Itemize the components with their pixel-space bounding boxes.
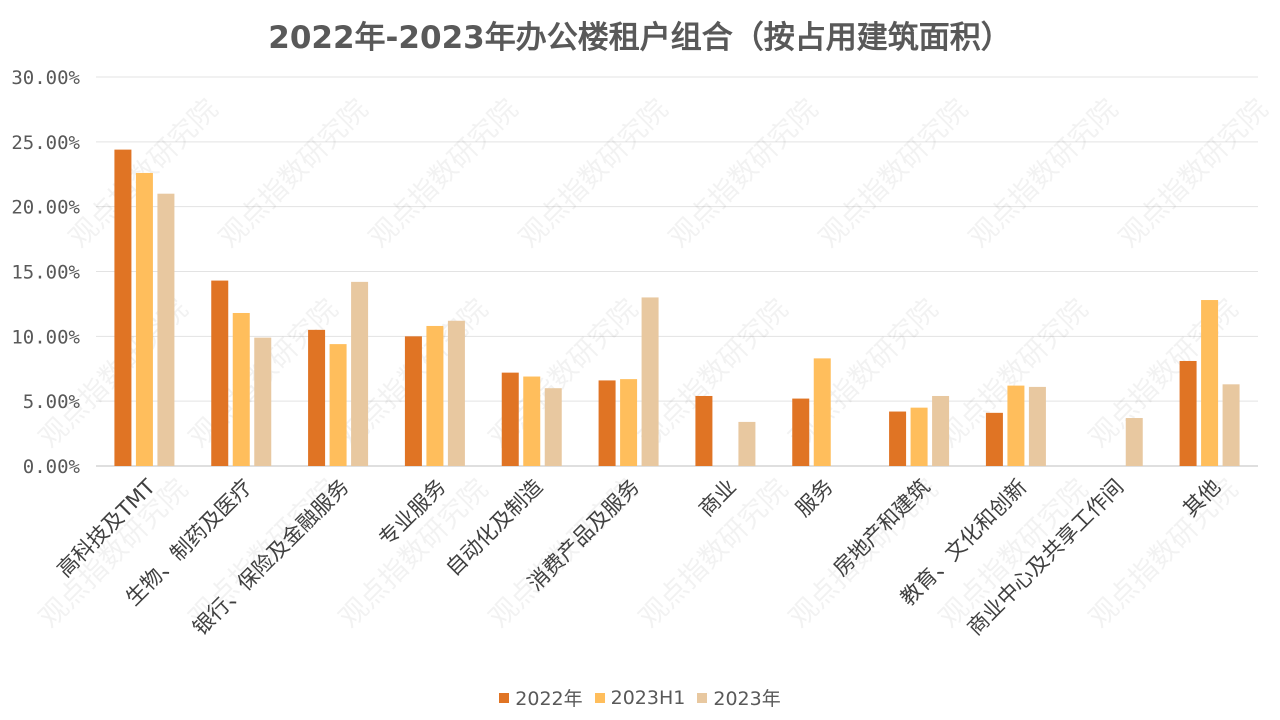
legend-swatch: [499, 692, 510, 703]
bar: [426, 325, 444, 466]
y-tick-label: 30.00%: [11, 67, 80, 89]
legend-swatch: [697, 692, 708, 703]
bar: [1179, 360, 1197, 466]
bar: [447, 320, 465, 466]
bar: [308, 329, 326, 466]
legend-item: 2023H1: [594, 686, 686, 709]
bar: [114, 149, 132, 466]
x-tick-label: 房地产和建筑: [829, 475, 935, 581]
legend-label: 2023H1: [610, 686, 686, 709]
bar: [157, 193, 175, 466]
bar: [620, 379, 638, 466]
y-tick-label: 15.00%: [11, 262, 80, 284]
watermark-text: 观点指数研究院: [1112, 92, 1274, 254]
watermark-text: 观点指数研究院: [212, 92, 374, 254]
y-tick-label: 25.00%: [11, 132, 80, 154]
legend-swatch: [594, 692, 605, 703]
bar: [910, 407, 928, 466]
bar: [135, 172, 153, 466]
bar: [523, 376, 541, 466]
watermark-text: 观点指数研究院: [812, 92, 974, 254]
bar: [544, 388, 562, 466]
bar: [889, 411, 907, 466]
watermark-text: 观点指数研究院: [512, 92, 674, 254]
bar: [232, 312, 250, 466]
bar: [985, 412, 1003, 466]
bar: [695, 395, 713, 466]
bar: [738, 421, 756, 466]
bar: [329, 344, 347, 466]
legend-item: 2023年: [697, 684, 781, 711]
bar: [404, 336, 422, 466]
watermark-text: 观点指数研究院: [662, 92, 824, 254]
bar: [1201, 300, 1219, 466]
legend-label: 2023年: [713, 688, 781, 710]
watermark-text: 观点指数研究院: [362, 92, 524, 254]
bar: [598, 380, 616, 466]
watermark-text: 观点指数研究院: [962, 92, 1124, 254]
bar: [351, 281, 369, 466]
bar: [932, 395, 950, 466]
bar: [1028, 386, 1046, 466]
chart-legend: 2022年 2023H1 2023年: [0, 684, 1280, 711]
bar: [813, 358, 831, 466]
bar: [211, 280, 229, 466]
y-tick-label: 20.00%: [11, 197, 80, 219]
bar: [1222, 384, 1240, 466]
y-tick-label: 5.00%: [23, 391, 81, 413]
chart-title: 2022年-2023年办公楼租户组合（按占用建筑面积）: [268, 20, 1012, 56]
y-tick-label: 0.00%: [23, 456, 81, 478]
x-tick-label: 银行、保险及金融服务: [188, 475, 353, 640]
bar: [641, 297, 659, 466]
legend-item: 2022年: [499, 684, 583, 711]
bar: [792, 398, 810, 466]
x-tick-label: 服务: [791, 475, 838, 522]
y-tick-label: 10.00%: [11, 326, 80, 348]
bar: [1007, 385, 1025, 466]
watermark-text: 观点指数研究院: [1082, 292, 1244, 454]
bar: [1125, 418, 1143, 466]
legend-label: 2022年: [515, 688, 583, 710]
bar: [501, 372, 519, 466]
bar: [254, 337, 272, 466]
